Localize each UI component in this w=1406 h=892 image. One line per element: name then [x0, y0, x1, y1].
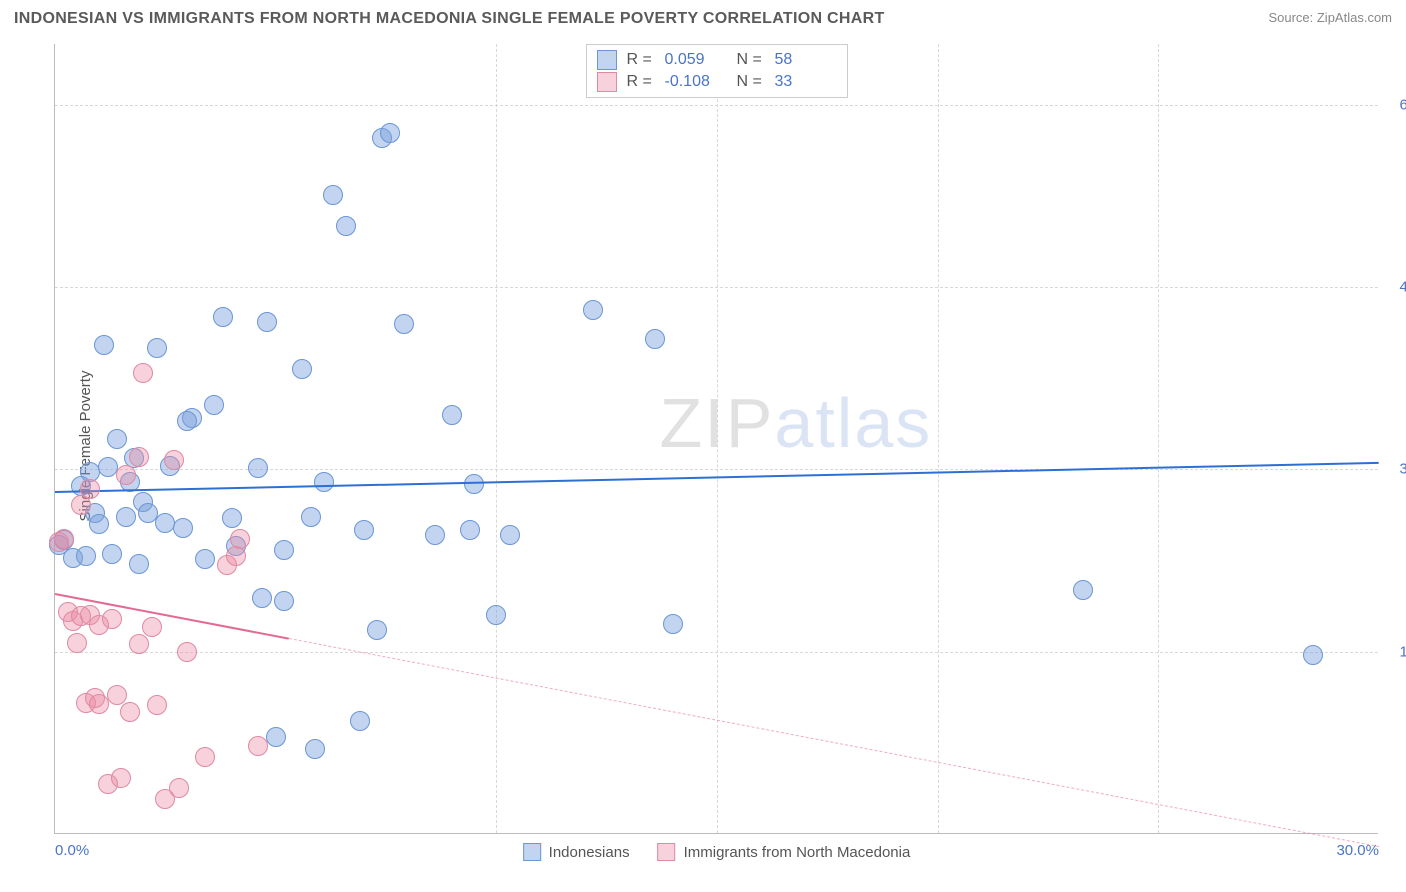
data-point: [248, 458, 268, 478]
data-point: [147, 338, 167, 358]
y-tick-label: 45.0%: [1399, 279, 1406, 296]
legend-swatch: [658, 843, 676, 861]
legend-stat-row: R = -0.108 N = 33: [597, 71, 837, 93]
gridline-vertical: [938, 44, 939, 833]
n-label: N =: [737, 73, 765, 91]
legend-swatch: [597, 72, 617, 92]
legend-label: Indonesians: [549, 844, 630, 861]
data-point: [177, 642, 197, 662]
scatter-plot: ZIPatlas R =0.059N =58R =-0.108N =33 Ind…: [54, 44, 1378, 834]
chart-title: INDONESIAN VS IMMIGRANTS FROM NORTH MACE…: [14, 10, 885, 28]
data-point: [1303, 645, 1323, 665]
data-point: [248, 736, 268, 756]
trend-line-dashed: [289, 638, 1379, 847]
r-label: R =: [627, 51, 655, 69]
legend-item: Immigrants from North Macedonia: [658, 843, 911, 861]
y-tick-label: 15.0%: [1399, 643, 1406, 660]
data-point: [67, 633, 87, 653]
data-point: [169, 778, 189, 798]
watermark: ZIPatlas: [659, 383, 932, 463]
data-point: [314, 472, 334, 492]
data-point: [257, 312, 277, 332]
watermark-part2: atlas: [774, 384, 932, 462]
y-tick-label: 60.0%: [1399, 96, 1406, 113]
data-point: [142, 617, 162, 637]
data-point: [102, 609, 122, 629]
y-tick-label: 30.0%: [1399, 461, 1406, 478]
n-value: 58: [775, 51, 837, 69]
source-attribution: Source: ZipAtlas.com: [1268, 10, 1392, 25]
data-point: [94, 335, 114, 355]
data-point: [464, 474, 484, 494]
legend-label: Immigrants from North Macedonia: [684, 844, 911, 861]
data-point: [274, 540, 294, 560]
data-point: [89, 514, 109, 534]
data-point: [195, 747, 215, 767]
data-point: [323, 185, 343, 205]
data-point: [354, 520, 374, 540]
data-point: [222, 508, 242, 528]
data-point: [111, 768, 131, 788]
data-point: [425, 525, 445, 545]
data-point: [226, 546, 246, 566]
data-point: [292, 359, 312, 379]
data-point: [164, 450, 184, 470]
correlation-legend: R = 0.059 N = 58 R = -0.108 N = 33: [586, 44, 848, 98]
legend-item: Indonesians: [523, 843, 630, 861]
data-point: [76, 546, 96, 566]
data-point: [583, 300, 603, 320]
x-tick-label: 0.0%: [55, 842, 89, 859]
data-point: [116, 507, 136, 527]
data-point: [394, 314, 414, 334]
data-point: [173, 518, 193, 538]
data-point: [147, 695, 167, 715]
data-point: [301, 507, 321, 527]
data-point: [305, 739, 325, 759]
series-legend: Indonesians Immigrants from North Macedon…: [523, 843, 911, 861]
data-point: [102, 544, 122, 564]
data-point: [107, 429, 127, 449]
data-point: [213, 307, 233, 327]
data-point: [486, 605, 506, 625]
data-point: [129, 634, 149, 654]
gridline-vertical: [1158, 44, 1159, 833]
data-point: [252, 588, 272, 608]
data-point: [367, 620, 387, 640]
data-point: [230, 529, 250, 549]
data-point: [350, 711, 370, 731]
data-point: [116, 465, 136, 485]
data-point: [129, 447, 149, 467]
data-point: [442, 405, 462, 425]
data-point: [266, 727, 286, 747]
legend-swatch: [597, 50, 617, 70]
data-point: [195, 549, 215, 569]
data-point: [204, 395, 224, 415]
data-point: [380, 123, 400, 143]
legend-swatch: [523, 843, 541, 861]
data-point: [645, 329, 665, 349]
data-point: [54, 529, 74, 549]
r-label: R =: [627, 73, 655, 91]
r-value: 0.059: [665, 51, 727, 69]
gridline-vertical: [496, 44, 497, 833]
data-point: [460, 520, 480, 540]
data-point: [1073, 580, 1093, 600]
data-point: [133, 363, 153, 383]
gridline-vertical: [717, 44, 718, 833]
data-point: [80, 479, 100, 499]
data-point: [129, 554, 149, 574]
data-point: [120, 702, 140, 722]
data-point: [274, 591, 294, 611]
data-point: [500, 525, 520, 545]
data-point: [107, 685, 127, 705]
n-label: N =: [737, 51, 765, 69]
data-point: [177, 411, 197, 431]
r-value: -0.108: [665, 73, 727, 91]
legend-stat-row: R = 0.059 N = 58: [597, 49, 837, 71]
n-value: 33: [775, 73, 837, 91]
data-point: [663, 614, 683, 634]
data-point: [336, 216, 356, 236]
